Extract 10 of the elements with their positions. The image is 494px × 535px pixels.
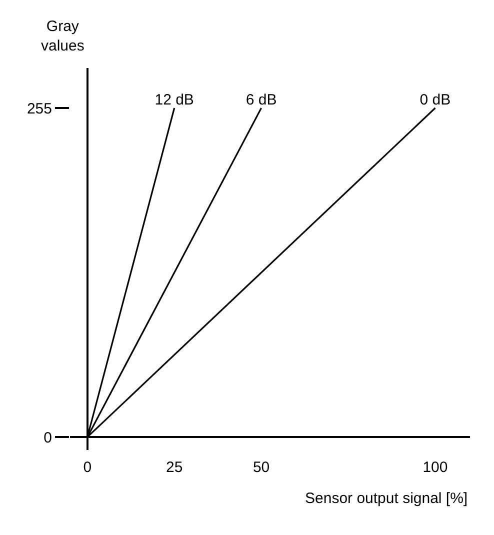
x-axis-title: Sensor output signal [%] xyxy=(305,490,468,507)
x-tick-label: 25 xyxy=(166,459,183,476)
series-label: 0 dB xyxy=(420,91,451,108)
series-label: 6 dB xyxy=(246,91,277,108)
y-axis-title: Gray values xyxy=(41,18,84,54)
x-tick-label: 100 xyxy=(422,459,448,476)
x-tick-label: 0 xyxy=(83,459,92,476)
y-tick-label: 255 xyxy=(26,100,52,118)
series-label: 12 dB xyxy=(154,91,194,108)
x-tick-label: 50 xyxy=(252,459,270,476)
